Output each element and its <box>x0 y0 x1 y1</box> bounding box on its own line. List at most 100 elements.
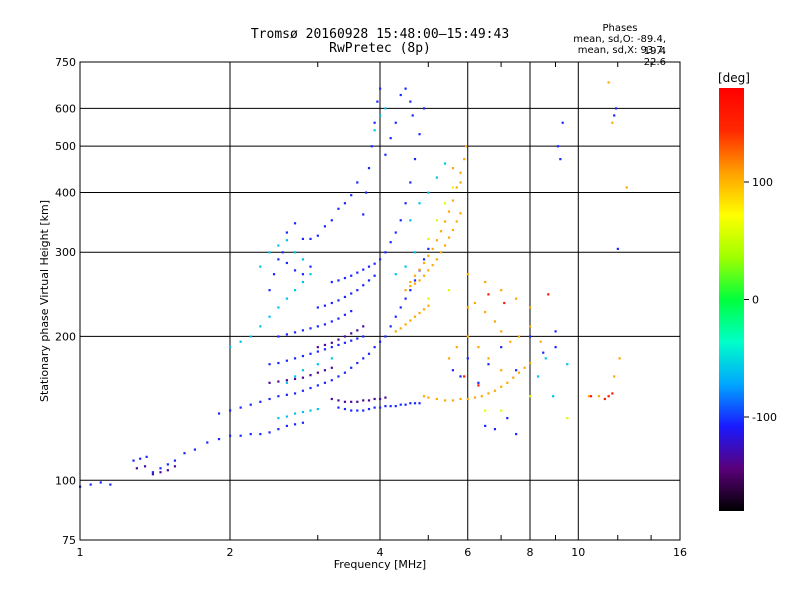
data-point <box>409 219 412 222</box>
data-point <box>379 114 382 117</box>
data-point <box>293 222 297 225</box>
data-point <box>239 340 242 343</box>
data-point <box>404 87 407 90</box>
data-point <box>166 463 169 466</box>
data-point <box>350 332 353 335</box>
data-point <box>613 375 616 378</box>
data-point <box>413 251 417 254</box>
data-point <box>183 452 186 455</box>
data-point <box>285 261 288 265</box>
data-point <box>422 107 426 110</box>
data-point <box>466 335 469 338</box>
data-point <box>394 330 397 333</box>
data-point <box>552 395 555 398</box>
data-point <box>249 432 252 436</box>
chart-subtitle: RwPretec (8p) <box>329 41 431 56</box>
data-point <box>389 241 392 244</box>
data-point <box>394 405 397 408</box>
data-point <box>356 181 359 184</box>
stats-header: Phases <box>602 23 638 34</box>
data-point <box>309 237 312 241</box>
data-point <box>515 369 518 372</box>
data-point <box>285 393 288 396</box>
data-point <box>394 315 397 318</box>
data-point <box>132 459 135 462</box>
data-point <box>259 265 262 268</box>
data-point <box>268 431 271 434</box>
data-point <box>309 374 312 377</box>
data-point <box>362 268 365 271</box>
data-point <box>367 399 371 402</box>
data-point <box>529 395 532 398</box>
data-point <box>293 289 297 292</box>
y-tick-label: 600 <box>55 102 76 115</box>
data-point <box>427 297 430 300</box>
data-point <box>484 424 487 428</box>
data-point <box>323 343 327 347</box>
data-point <box>611 392 614 395</box>
data-point <box>409 181 412 184</box>
data-point <box>373 406 376 409</box>
data-point <box>293 269 297 272</box>
data-point <box>399 219 402 222</box>
data-point <box>422 258 426 261</box>
data-point <box>500 409 503 412</box>
data-point <box>399 327 402 330</box>
data-point <box>337 375 340 378</box>
data-point <box>277 244 280 247</box>
data-point <box>337 299 340 302</box>
data-point <box>404 323 407 326</box>
colorbar-tick-label: 0 <box>752 294 759 307</box>
data-point <box>542 351 545 354</box>
data-point <box>422 395 426 398</box>
data-point <box>409 402 412 405</box>
data-point <box>443 399 447 402</box>
data-point <box>439 251 443 254</box>
data-point <box>268 315 271 318</box>
data-point <box>477 381 480 384</box>
data-point <box>277 258 280 261</box>
data-point <box>316 407 319 411</box>
data-point <box>337 207 340 210</box>
data-point <box>455 186 458 189</box>
data-point <box>447 236 451 239</box>
data-point <box>409 284 412 288</box>
data-point <box>547 293 550 296</box>
data-point <box>500 346 503 349</box>
data-point <box>435 258 438 261</box>
data-point <box>603 397 606 401</box>
data-point <box>330 320 333 323</box>
data-point <box>517 371 521 374</box>
data-point <box>539 340 542 343</box>
data-point <box>367 279 371 282</box>
data-point <box>309 327 312 330</box>
data-point <box>399 306 402 309</box>
data-point <box>413 315 417 318</box>
data-point <box>443 244 447 247</box>
data-point <box>356 400 359 403</box>
data-point <box>277 361 280 365</box>
data-point <box>330 357 333 360</box>
data-point <box>217 437 221 441</box>
data-point <box>301 410 305 414</box>
data-point <box>384 396 387 399</box>
y-tick-label: 100 <box>55 474 76 487</box>
data-point <box>139 457 142 460</box>
data-point <box>373 274 376 277</box>
data-point <box>529 325 532 328</box>
data-point <box>316 325 319 328</box>
data-point <box>350 194 353 197</box>
data-point <box>373 262 376 265</box>
data-point <box>367 167 371 170</box>
data-point <box>466 273 469 276</box>
data-point <box>285 239 288 242</box>
data-point <box>439 230 443 233</box>
x-tick-label: 2 <box>227 546 234 559</box>
data-point <box>459 212 462 215</box>
data-point <box>431 264 434 267</box>
data-point <box>500 369 503 372</box>
data-point <box>379 87 382 90</box>
data-point <box>613 114 616 117</box>
data-point <box>506 416 509 420</box>
data-point <box>281 251 284 254</box>
